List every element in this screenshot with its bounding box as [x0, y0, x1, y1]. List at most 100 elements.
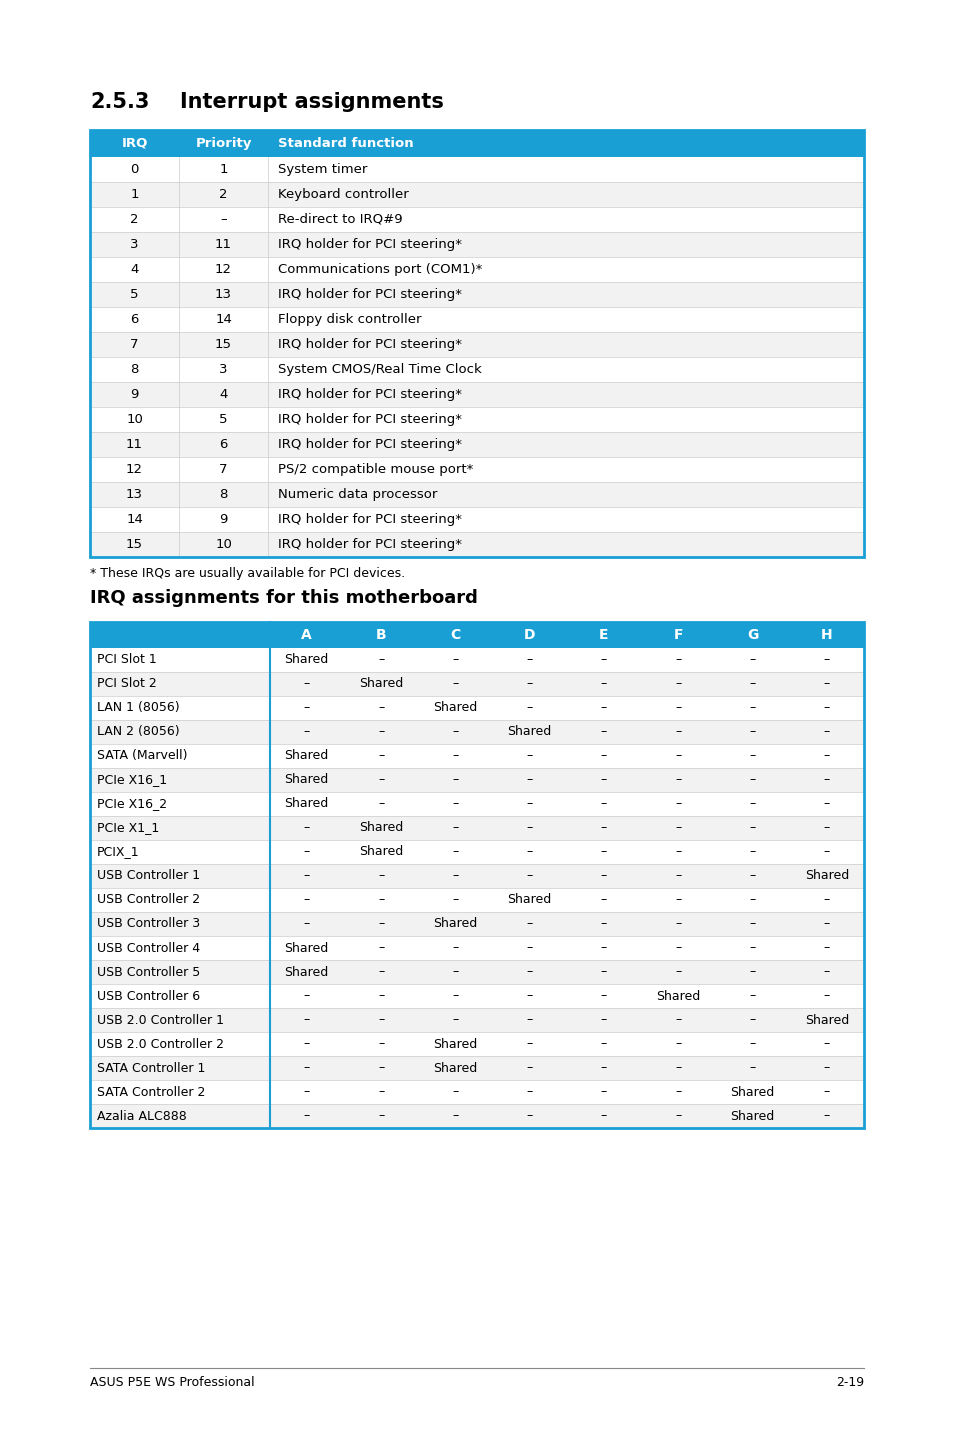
Text: PCI Slot 2: PCI Slot 2: [97, 677, 156, 690]
Bar: [90, 407, 863, 431]
Bar: [90, 696, 863, 720]
Text: –: –: [526, 653, 532, 666]
Text: –: –: [600, 749, 606, 762]
Text: Shared: Shared: [804, 1014, 848, 1027]
Text: –: –: [526, 942, 532, 955]
Text: –: –: [675, 846, 680, 858]
Bar: [90, 864, 863, 889]
Text: –: –: [452, 989, 458, 1002]
Text: SATA Controller 2: SATA Controller 2: [97, 1086, 205, 1099]
Text: –: –: [822, 1037, 829, 1051]
Bar: [90, 815, 863, 840]
Text: 0: 0: [131, 162, 138, 175]
Text: Standard function: Standard function: [277, 137, 414, 150]
Text: –: –: [822, 1110, 829, 1123]
Text: –: –: [452, 1110, 458, 1123]
Text: –: –: [675, 653, 680, 666]
Text: 2.5.3: 2.5.3: [90, 92, 150, 112]
Text: –: –: [600, 653, 606, 666]
Text: G: G: [746, 628, 758, 641]
Bar: [90, 457, 863, 482]
Text: –: –: [526, 965, 532, 978]
Text: 3: 3: [219, 362, 228, 375]
Text: –: –: [749, 870, 755, 883]
Text: –: –: [675, 870, 680, 883]
Text: –: –: [675, 1086, 680, 1099]
Text: –: –: [303, 726, 310, 739]
Text: –: –: [675, 942, 680, 955]
Text: PCIe X16_2: PCIe X16_2: [97, 798, 167, 811]
Text: 2: 2: [219, 188, 228, 201]
Text: IRQ holder for PCI steering*: IRQ holder for PCI steering*: [277, 538, 461, 551]
Text: –: –: [452, 846, 458, 858]
Text: –: –: [822, 821, 829, 834]
Text: –: –: [377, 1086, 384, 1099]
Text: 9: 9: [131, 388, 138, 401]
Bar: [90, 129, 863, 157]
Text: Numeric data processor: Numeric data processor: [277, 487, 436, 500]
Text: Shared: Shared: [730, 1086, 774, 1099]
Text: –: –: [600, 821, 606, 834]
Text: –: –: [526, 846, 532, 858]
Text: –: –: [600, 846, 606, 858]
Text: 1: 1: [131, 188, 138, 201]
Text: –: –: [675, 1014, 680, 1027]
Text: –: –: [526, 749, 532, 762]
Text: –: –: [822, 726, 829, 739]
Bar: [90, 332, 863, 357]
Text: –: –: [377, 749, 384, 762]
Text: –: –: [303, 989, 310, 1002]
Text: Shared: Shared: [433, 702, 476, 715]
Text: Shared: Shared: [433, 1037, 476, 1051]
Text: –: –: [526, 774, 532, 787]
Text: 14: 14: [214, 313, 232, 326]
Text: USB 2.0 Controller 1: USB 2.0 Controller 1: [97, 1014, 224, 1027]
Text: Shared: Shared: [358, 846, 403, 858]
Text: System timer: System timer: [277, 162, 367, 175]
Text: 11: 11: [214, 239, 232, 252]
Text: Shared: Shared: [507, 893, 551, 906]
Text: 4: 4: [219, 388, 228, 401]
Text: –: –: [600, 677, 606, 690]
Text: IRQ holder for PCI steering*: IRQ holder for PCI steering*: [277, 439, 461, 452]
Text: –: –: [377, 1061, 384, 1074]
Bar: [90, 207, 863, 232]
Text: LAN 1 (8056): LAN 1 (8056): [97, 702, 179, 715]
Text: Interrupt assignments: Interrupt assignments: [180, 92, 443, 112]
Text: Shared: Shared: [804, 870, 848, 883]
Text: –: –: [303, 846, 310, 858]
Text: –: –: [600, 726, 606, 739]
Text: USB Controller 1: USB Controller 1: [97, 870, 200, 883]
Text: 6: 6: [219, 439, 228, 452]
Text: LAN 2 (8056): LAN 2 (8056): [97, 726, 179, 739]
Bar: [90, 508, 863, 532]
Bar: [90, 357, 863, 383]
Bar: [90, 984, 863, 1008]
Text: Shared: Shared: [284, 774, 329, 787]
Text: –: –: [526, 917, 532, 930]
Text: Shared: Shared: [433, 917, 476, 930]
Text: –: –: [600, 1037, 606, 1051]
Text: 10: 10: [214, 538, 232, 551]
Text: –: –: [452, 653, 458, 666]
Text: 14: 14: [126, 513, 143, 526]
Text: –: –: [675, 749, 680, 762]
Text: –: –: [452, 1014, 458, 1027]
Text: SATA Controller 1: SATA Controller 1: [97, 1061, 205, 1074]
Text: –: –: [822, 749, 829, 762]
Text: 7: 7: [219, 463, 228, 476]
Text: Shared: Shared: [507, 726, 551, 739]
Bar: [90, 792, 863, 815]
Text: –: –: [749, 1037, 755, 1051]
Bar: [90, 1104, 863, 1127]
Text: A: A: [301, 628, 312, 641]
Text: –: –: [452, 726, 458, 739]
Text: 9: 9: [219, 513, 228, 526]
Bar: [90, 183, 863, 207]
Text: –: –: [749, 726, 755, 739]
Text: –: –: [749, 749, 755, 762]
Text: USB Controller 2: USB Controller 2: [97, 893, 200, 906]
Text: USB Controller 3: USB Controller 3: [97, 917, 200, 930]
Text: –: –: [526, 989, 532, 1002]
Text: –: –: [822, 653, 829, 666]
